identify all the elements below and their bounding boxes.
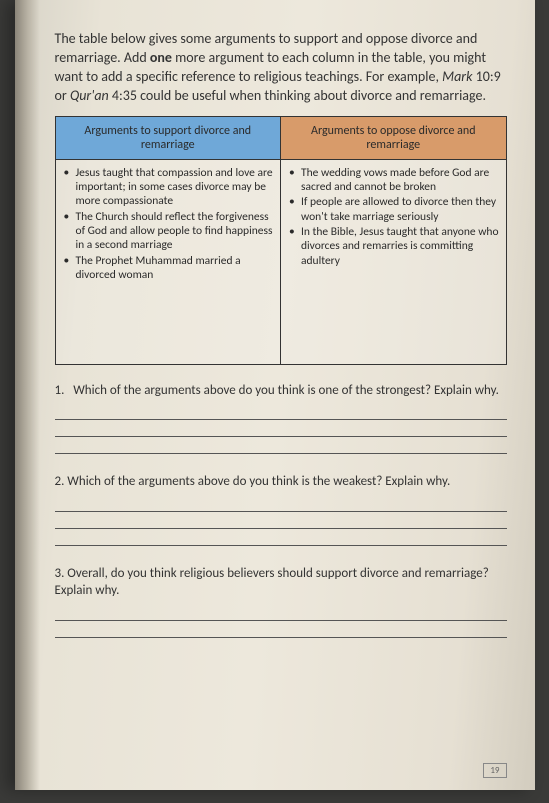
question-1: 1. Which of the arguments above do you t… — [55, 383, 507, 400]
write-line[interactable] — [55, 621, 507, 638]
write-line[interactable] — [55, 512, 507, 529]
book-spine — [15, 0, 40, 790]
header-oppose: Arguments to oppose divorce and remarria… — [281, 116, 507, 159]
support-list: Jesus taught that compassion and love ar… — [62, 166, 275, 283]
intro-text-4: 4:35 could be useful when thinking about… — [109, 87, 486, 104]
oppose-item: If people are allowed to divorce then th… — [287, 195, 500, 224]
support-item: The Church should reflect the forgivenes… — [62, 210, 275, 253]
answer-lines-1[interactable] — [55, 403, 507, 454]
q1-number: 1. — [55, 383, 65, 398]
arguments-table: Arguments to support divorce and remarri… — [55, 116, 507, 365]
question-3: 3. Overall, do you think religious belie… — [55, 566, 507, 600]
intro-paragraph: The table below gives some arguments to … — [55, 30, 507, 106]
write-line[interactable] — [55, 403, 507, 420]
write-line[interactable] — [55, 420, 507, 437]
intro-italic-quran: Qur'an — [70, 87, 109, 104]
oppose-cell[interactable]: The wedding vows made before God are sac… — [281, 159, 507, 364]
worksheet-page: The table below gives some arguments to … — [15, 0, 535, 790]
support-item: Jesus taught that compassion and love ar… — [62, 166, 275, 209]
q1-text: Which of the arguments above do you thin… — [73, 383, 499, 398]
answer-lines-3[interactable] — [55, 604, 507, 638]
write-line[interactable] — [55, 604, 507, 621]
write-line[interactable] — [55, 495, 507, 512]
write-line[interactable] — [55, 529, 507, 546]
intro-bold-one: one — [150, 49, 172, 66]
write-line[interactable] — [55, 437, 507, 454]
answer-lines-2[interactable] — [55, 495, 507, 546]
page-number: 19 — [483, 763, 506, 778]
question-2: 2. Which of the arguments above do you t… — [55, 474, 507, 491]
oppose-item: The wedding vows made before God are sac… — [287, 166, 500, 195]
oppose-list: The wedding vows made before God are sac… — [287, 166, 500, 269]
oppose-item: In the Bible, Jesus taught that anyone w… — [287, 225, 500, 268]
header-support: Arguments to support divorce and remarri… — [55, 116, 281, 159]
intro-italic-mark: Mark — [442, 68, 472, 85]
support-item: The Prophet Muhammad married a divorced … — [62, 254, 275, 283]
support-cell[interactable]: Jesus taught that compassion and love ar… — [55, 159, 281, 364]
